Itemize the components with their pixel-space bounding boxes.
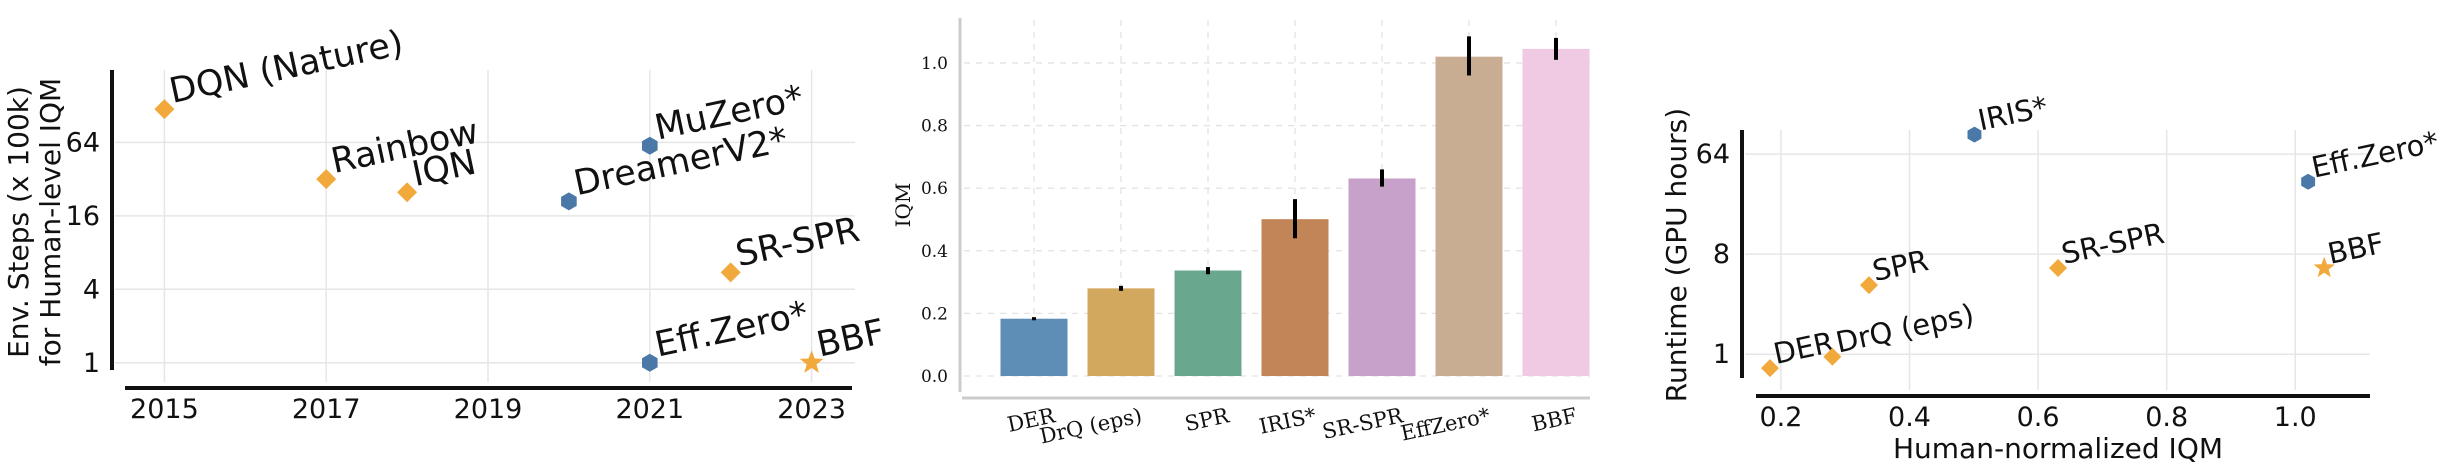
- x-tick-label-bbf: BBF: [1530, 403, 1579, 436]
- x-tick-label-2019: 2019: [454, 394, 523, 425]
- panel-runtime-vs-iqm: 0.2 0.4 0.6 0.8 1.0 1 8 64 Human-normalized IQM R…: [1660, 90, 2442, 465]
- x-tick-label-0.8: 0.8: [2145, 402, 2188, 433]
- marker-rainbow: [316, 169, 337, 190]
- y-tick-label-8: 8: [1713, 239, 1730, 270]
- marker-dqn-nature: [154, 99, 175, 120]
- marker-bbf: [799, 350, 824, 373]
- bar-sr-spr: [1348, 178, 1416, 376]
- x-tick-label-2021: 2021: [615, 394, 684, 425]
- x-tick-label-1.0: 1.0: [2274, 402, 2317, 433]
- y-tick-label-64: 64: [1696, 139, 1730, 170]
- y-tick-label-0.2: 0.2: [921, 304, 948, 324]
- marker-iris: [1967, 126, 1982, 143]
- marker-muzero: [642, 136, 658, 155]
- point-label-iris: IRIS*: [1975, 90, 2051, 138]
- point-label-eff-zero: Eff.Zero*: [2309, 125, 2442, 185]
- x-tick-label-0.6: 0.6: [2017, 402, 2060, 433]
- x-tick-label-spr: SPR: [1183, 403, 1233, 436]
- x-tick-label-0.4: 0.4: [1888, 402, 1931, 433]
- point-label-spr: SPR: [1869, 243, 1931, 288]
- marker-spr: [1860, 276, 1879, 295]
- bar-bbf: [1522, 48, 1590, 376]
- marker-dreamerv2: [561, 192, 577, 211]
- y-axis-label: IQM: [891, 183, 915, 228]
- y-tick-label-4: 4: [83, 274, 100, 305]
- x-tick-label-sr-spr: SR-SPR: [1320, 403, 1406, 444]
- y-tick-label-1: 1: [83, 348, 100, 379]
- x-tick-label-effzero: EffZero*: [1399, 403, 1493, 445]
- x-tick-label-2015: 2015: [130, 394, 199, 425]
- marker-der: [1761, 359, 1780, 378]
- marker-iqn: [397, 182, 418, 203]
- x-tick-label-iris: IRIS*: [1257, 403, 1319, 438]
- marker-bbf: [2313, 256, 2335, 278]
- point-label-sr-spr: SR-SPR: [2058, 216, 2167, 271]
- bar-der: [1000, 318, 1068, 376]
- y-tick-label-64: 64: [66, 127, 100, 158]
- x-tick-label-2017: 2017: [292, 394, 361, 425]
- marker-sr-spr: [720, 262, 741, 283]
- y-axis-label-line: for Human-level IQM: [34, 78, 67, 366]
- y-tick-label-0.0: 0.0: [921, 367, 948, 387]
- x-axis-label: Human-normalized IQM: [1893, 432, 2223, 465]
- y-tick-label-1: 1: [1713, 339, 1730, 370]
- bar-iris: [1261, 219, 1329, 376]
- x-tick-label-2023: 2023: [777, 394, 846, 425]
- x-tick-label-0.2: 0.2: [1759, 402, 1802, 433]
- y-tick-label-16: 16: [66, 201, 100, 232]
- marker-sr-spr: [2049, 258, 2068, 277]
- y-tick-label-0.6: 0.6: [921, 179, 948, 199]
- point-label-dqn-nature: DQN (Nature): [166, 23, 407, 112]
- point-label-drq-eps: DrQ (eps): [1833, 297, 1977, 359]
- bar-effzero: [1435, 56, 1503, 377]
- y-axis-label: Env. Steps (x 100k)for Human-level IQM: [2, 78, 67, 366]
- bar-drq-eps: [1087, 288, 1155, 376]
- y-axis-label: Runtime (GPU hours): [1660, 108, 1693, 402]
- marker-drq-eps: [1823, 347, 1842, 366]
- marker-eff-zero: [2301, 173, 2316, 190]
- point-label-eff-zero: Eff.Zero*: [651, 294, 811, 365]
- point-label-bbf: BBF: [813, 312, 888, 365]
- bar-spr: [1174, 270, 1242, 376]
- y-tick-label-0.4: 0.4: [921, 242, 948, 262]
- marker-eff-zero: [642, 353, 658, 372]
- point-label-bbf: BBF: [2325, 226, 2387, 271]
- point-label-sr-spr: SR-SPR: [732, 210, 863, 275]
- y-tick-label-0.8: 0.8: [921, 117, 948, 137]
- y-tick-label-1.0: 1.0: [921, 54, 948, 74]
- y-axis-label-line: Env. Steps (x 100k): [2, 86, 35, 358]
